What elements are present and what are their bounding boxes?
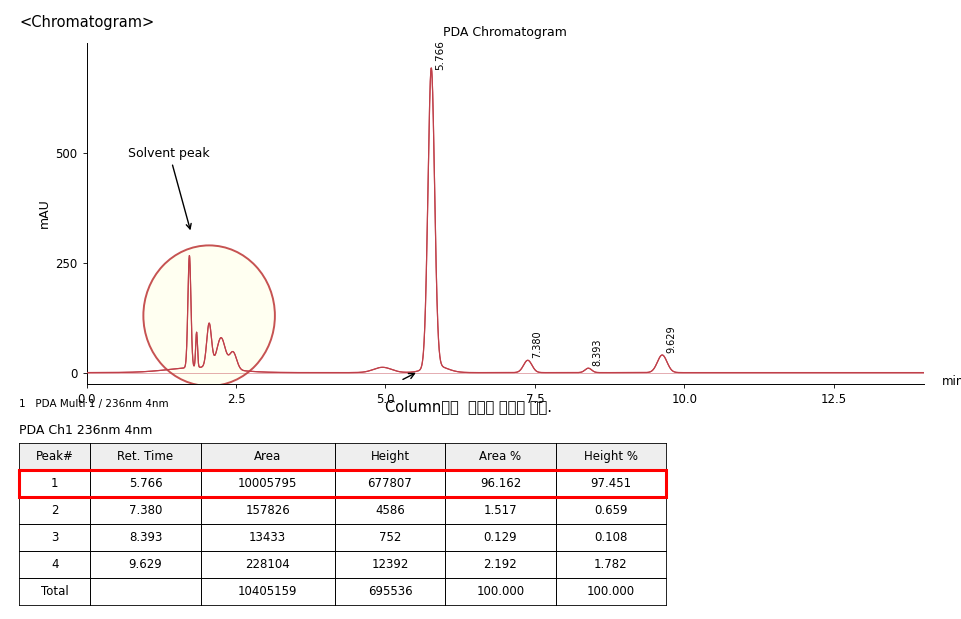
Text: <Chromatogram>: <Chromatogram> (19, 15, 155, 30)
Text: 100.000: 100.000 (476, 586, 524, 599)
Text: 9.629: 9.629 (129, 558, 162, 571)
Text: 7.380: 7.380 (129, 504, 162, 517)
Text: 10405159: 10405159 (237, 586, 297, 599)
Text: 5.766: 5.766 (435, 40, 445, 70)
Text: 97.451: 97.451 (590, 477, 630, 490)
Text: PDA Ch1 236nm 4nm: PDA Ch1 236nm 4nm (19, 424, 153, 437)
Text: Peak#: Peak# (36, 449, 74, 462)
Text: 752: 752 (379, 531, 401, 544)
Text: Area: Area (254, 449, 281, 462)
Text: 3: 3 (51, 531, 59, 544)
Text: 12392: 12392 (371, 558, 408, 571)
Text: min: min (941, 375, 961, 388)
Text: 10005795: 10005795 (237, 477, 297, 490)
Text: 228104: 228104 (245, 558, 290, 571)
Text: 1.782: 1.782 (594, 558, 627, 571)
Text: 7.380: 7.380 (531, 331, 541, 358)
Text: 9.629: 9.629 (666, 325, 676, 353)
Text: 0.659: 0.659 (594, 504, 627, 517)
Text: 0.108: 0.108 (594, 531, 627, 544)
Text: 1   PDA Multi 1 / 236nm 4nm: 1 PDA Multi 1 / 236nm 4nm (19, 399, 169, 409)
Text: 4: 4 (51, 558, 59, 571)
Text: Height %: Height % (583, 449, 637, 462)
Y-axis label: mAU: mAU (38, 199, 51, 228)
Ellipse shape (143, 245, 275, 386)
Text: 0.129: 0.129 (483, 531, 517, 544)
Text: 8.393: 8.393 (592, 339, 602, 366)
Text: 1: 1 (51, 477, 59, 490)
Text: Ret. Time: Ret. Time (117, 449, 173, 462)
Text: Column에서  끌리는 현상이 있음.: Column에서 끌리는 현상이 있음. (384, 399, 552, 414)
Text: 8.393: 8.393 (129, 531, 162, 544)
Text: Height: Height (370, 449, 409, 462)
Text: 5.766: 5.766 (129, 477, 162, 490)
Text: 13433: 13433 (249, 531, 286, 544)
Text: 1.517: 1.517 (483, 504, 517, 517)
Text: Area %: Area % (479, 449, 521, 462)
Text: 100.000: 100.000 (586, 586, 634, 599)
Text: 2: 2 (51, 504, 59, 517)
Text: Total: Total (40, 586, 68, 599)
Text: Solvent peak: Solvent peak (128, 147, 209, 229)
Title: PDA Chromatogram: PDA Chromatogram (443, 27, 566, 40)
Text: 96.162: 96.162 (480, 477, 521, 490)
Text: 157826: 157826 (245, 504, 290, 517)
Text: 4586: 4586 (375, 504, 405, 517)
Text: 677807: 677807 (367, 477, 412, 490)
Text: 695536: 695536 (367, 586, 412, 599)
Text: 2.192: 2.192 (483, 558, 517, 571)
